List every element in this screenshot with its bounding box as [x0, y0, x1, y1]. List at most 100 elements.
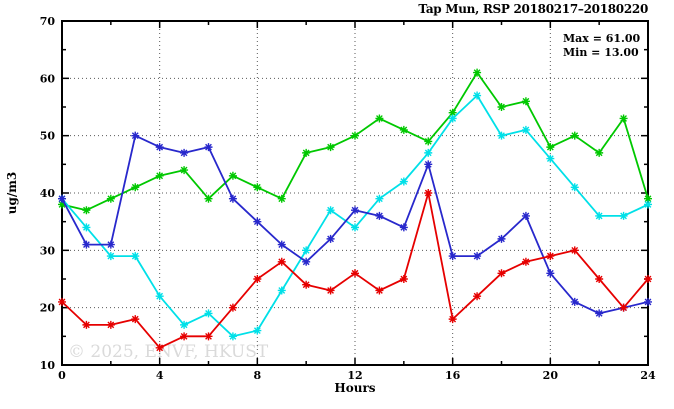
- x-tick-label: 4: [156, 369, 164, 382]
- data-point-marker: [277, 240, 286, 249]
- x-tick-label: 0: [58, 369, 66, 382]
- data-point-marker: [228, 194, 237, 203]
- data-point-marker: [106, 240, 115, 249]
- data-point-marker: [595, 309, 604, 318]
- plot-area: 0 4 8 12 16 20 24 10 20 30 40 50 60 70: [40, 15, 656, 382]
- data-point-marker: [595, 275, 604, 283]
- series-red: [58, 189, 652, 352]
- y-tick-label: 40: [40, 187, 56, 200]
- data-point-marker: [644, 194, 652, 203]
- data-point-marker: [228, 171, 237, 180]
- x-tick-label: 24: [640, 369, 656, 382]
- data-point-marker: [351, 223, 359, 232]
- data-point-marker: [619, 303, 628, 312]
- data-point-marker: [448, 114, 457, 123]
- data-point-marker: [277, 257, 286, 266]
- data-point-marker: [326, 286, 335, 295]
- y-tick-label: 50: [40, 130, 56, 143]
- x-tick-label: 8: [254, 369, 262, 382]
- data-point-marker: [204, 309, 213, 318]
- data-point-marker: [619, 211, 628, 220]
- data-point-marker: [58, 194, 66, 203]
- data-point-marker: [302, 148, 311, 157]
- data-point-marker: [351, 269, 359, 278]
- data-point-marker: [106, 194, 115, 203]
- data-point-marker: [82, 206, 91, 215]
- data-point-marker: [204, 194, 213, 203]
- data-point-marker: [375, 114, 384, 123]
- data-point-marker: [131, 315, 140, 324]
- data-point-marker: [497, 131, 506, 140]
- data-point-marker: [424, 137, 433, 146]
- data-point-marker: [497, 103, 506, 111]
- data-point-marker: [448, 108, 457, 117]
- data-point-marker: [375, 286, 384, 295]
- data-point-marker: [351, 131, 359, 140]
- data-point-marker: [644, 200, 652, 209]
- data-point-marker: [546, 269, 555, 278]
- data-point-marker: [253, 326, 262, 335]
- series-blue: [58, 131, 652, 318]
- data-point-marker: [399, 275, 408, 283]
- data-point-marker: [448, 315, 457, 324]
- data-point-marker: [351, 206, 359, 215]
- data-point-marker: [546, 252, 555, 261]
- data-point-marker: [253, 275, 262, 283]
- series-cyan-line: [61, 94, 649, 338]
- data-point-marker: [570, 183, 579, 192]
- data-point-marker: [180, 320, 189, 329]
- data-point-marker: [473, 292, 482, 301]
- data-point-marker: [228, 332, 237, 341]
- data-point-marker: [521, 211, 530, 220]
- data-point-marker: [58, 297, 66, 306]
- data-point-marker: [155, 292, 164, 301]
- data-point-marker: [180, 332, 189, 341]
- watermark-text: © 2025, ENVF, HKUST: [68, 342, 269, 362]
- data-point-marker: [497, 269, 506, 278]
- data-point-marker: [546, 143, 555, 152]
- data-point-marker: [399, 223, 408, 232]
- data-point-marker: [595, 148, 604, 157]
- data-point-marker: [424, 189, 433, 197]
- data-point-marker: [82, 320, 91, 329]
- data-point-marker: [131, 252, 140, 261]
- data-point-marker: [180, 166, 189, 175]
- y-tick-label: 30: [40, 244, 56, 257]
- plot-frame: [61, 20, 649, 366]
- series-cyan: [58, 91, 652, 341]
- data-point-marker: [448, 252, 457, 261]
- data-point-marker: [497, 234, 506, 243]
- x-axis-label: Hours: [334, 381, 375, 395]
- data-point-marker: [302, 280, 311, 289]
- y-tick-label: 10: [40, 359, 56, 372]
- data-point-marker: [570, 297, 579, 306]
- data-point-marker: [326, 234, 335, 243]
- min-annotation: Min = 13.00: [563, 46, 639, 59]
- data-point-marker: [521, 125, 530, 134]
- data-point-marker: [399, 125, 408, 134]
- data-point-marker: [375, 194, 384, 203]
- max-annotation: Max = 61.00: [563, 32, 641, 45]
- data-point-marker: [58, 200, 66, 209]
- y-tick-label: 60: [40, 72, 56, 85]
- x-tick-label: 16: [445, 369, 461, 382]
- data-point-marker: [521, 257, 530, 266]
- chart-title: Tap Mun, RSP 20180217–20180220: [418, 2, 648, 16]
- data-point-marker: [155, 343, 164, 352]
- series-green: [58, 68, 652, 215]
- x-tick-label: 12: [347, 369, 362, 382]
- data-point-marker: [204, 143, 213, 152]
- data-point-marker: [326, 206, 335, 215]
- data-point-marker: [106, 320, 115, 329]
- data-point-marker: [155, 143, 164, 152]
- data-point-marker: [82, 223, 91, 232]
- data-point-marker: [326, 143, 335, 152]
- data-point-marker: [155, 171, 164, 180]
- data-point-marker: [546, 154, 555, 163]
- data-point-marker: [253, 183, 262, 192]
- data-point-marker: [473, 91, 482, 100]
- y-axis-label: ug/m3: [5, 172, 19, 215]
- data-point-marker: [644, 275, 652, 283]
- data-point-marker: [277, 286, 286, 295]
